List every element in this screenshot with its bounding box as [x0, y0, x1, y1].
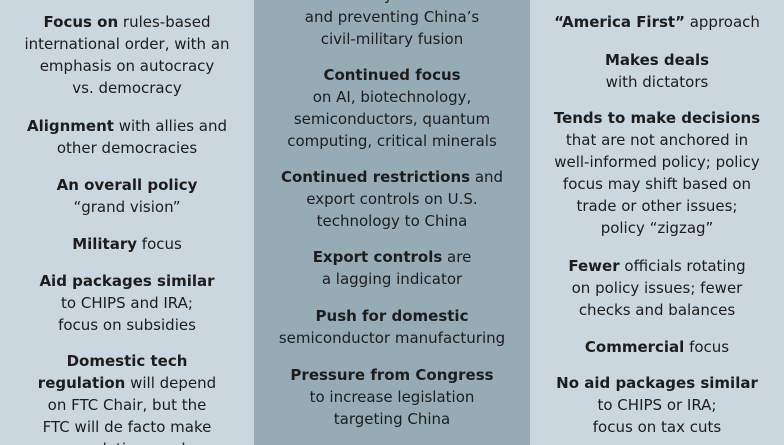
left-item-1: Focus on rules-based international order,…: [24, 13, 230, 97]
middle-item-6: Pressure from Congress to increase legisl…: [290, 366, 494, 428]
middle-item-5: Push for domestic semiconductor manufactu…: [278, 307, 506, 347]
right-column: “America First” approach Makes deals with…: [530, 0, 784, 445]
middle-item-2: Continued focus on AI, biotechnology, semi…: [287, 66, 497, 150]
left-column: Focus on rules-based international order,…: [0, 0, 254, 445]
left-item-3: An overall policy “grand vision”: [56, 176, 198, 216]
right-item-4: Fewer officials rotating on policy issues…: [568, 257, 746, 319]
left-item-6: Domestic tech regulation will depend on FT…: [37, 352, 217, 445]
middle-column: security-relatedand preventing China’sci…: [254, 0, 530, 445]
middle-item-1: security-relatedand preventing China’sci…: [304, 0, 480, 48]
middle-item-4: Export controls are a lagging indicator: [312, 248, 472, 288]
middle-item-3: Continued restrictions and export control…: [280, 168, 504, 230]
right-item-6: No aid packages similar to CHIPS or IRA; f…: [556, 374, 758, 436]
left-item-4: Military focus: [72, 235, 182, 253]
left-item-2: Alignment with allies and other democraci…: [26, 117, 228, 157]
right-item-5: Commercial focus: [584, 338, 730, 356]
right-item-2: Makes deals with dictators: [604, 51, 710, 91]
left-item-5: Aid packages similar to CHIPS and IRA; foc…: [39, 272, 215, 334]
right-item-1: “America First” approach: [554, 13, 760, 31]
right-item-3: Tends to make decisions that are not anch…: [553, 109, 761, 237]
